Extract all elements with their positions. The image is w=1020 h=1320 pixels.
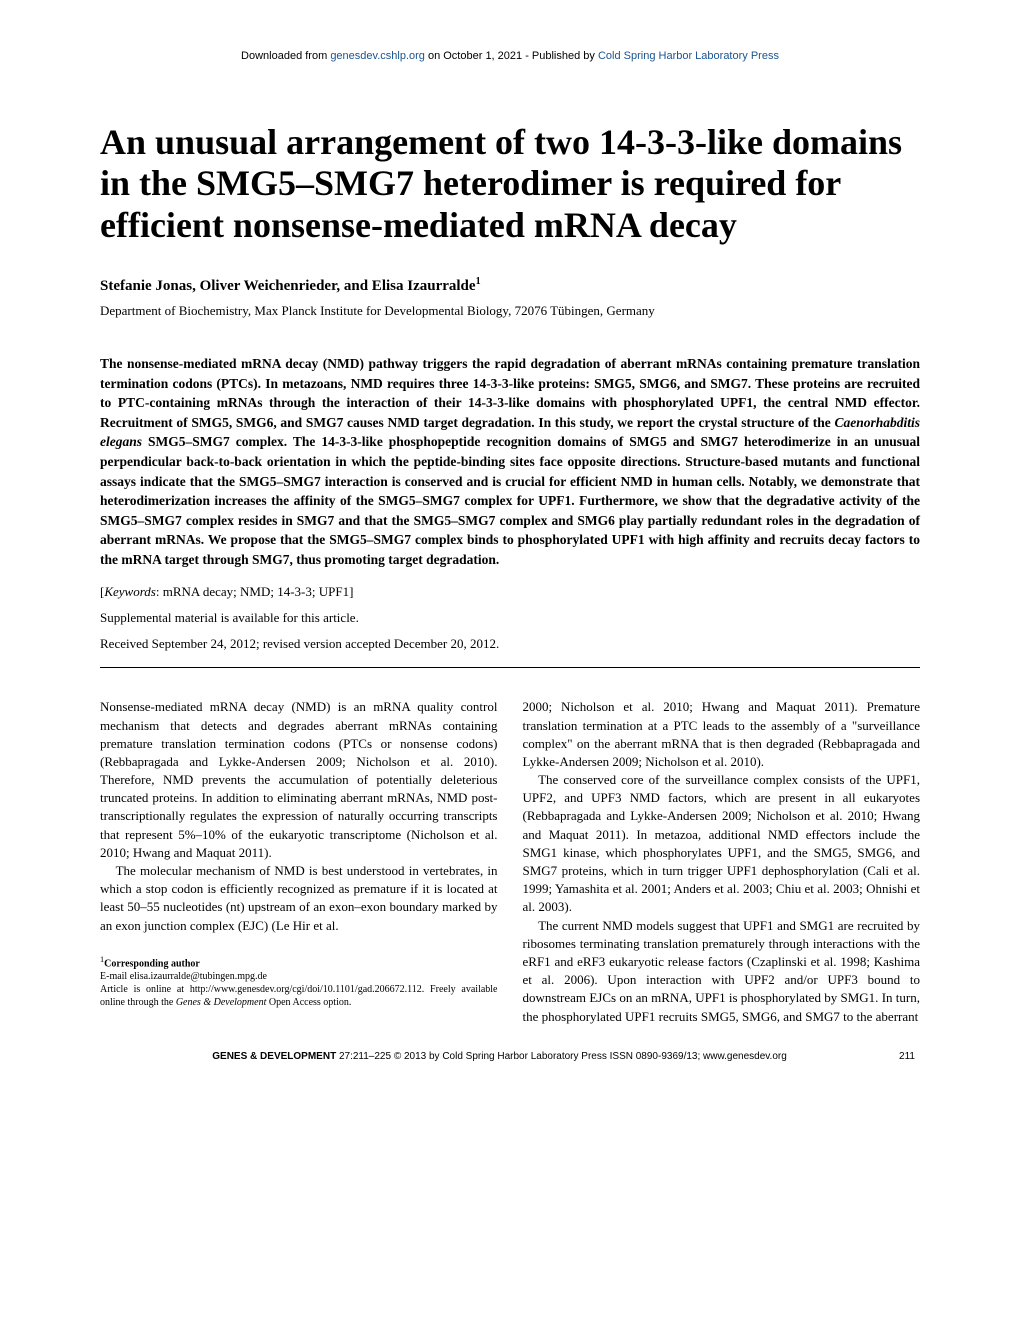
authors-list: Stefanie Jonas, Oliver Weichenrieder, an… [100, 278, 476, 294]
download-banner: Downloaded from genesdev.cshlp.org on Oc… [100, 50, 920, 62]
open-access: Open Access option. [266, 997, 351, 1008]
body-p1: Nonsense-mediated mRNA decay (NMD) is an… [100, 698, 498, 862]
banner-site-link[interactable]: genesdev.cshlp.org [330, 50, 425, 62]
keywords-label: Keywords [104, 584, 156, 599]
body-p2: The molecular mechanism of NMD is best u… [100, 862, 498, 935]
keywords: [Keywords: mRNA decay; NMD; 14-3-3; UPF1… [100, 584, 920, 600]
received-date: Received September 24, 2012; revised ver… [100, 636, 920, 652]
journal-name: Genes & Development [176, 997, 267, 1008]
article-title: An unusual arrangement of two 14-3-3-lik… [100, 122, 920, 246]
column-left: Nonsense-mediated mRNA decay (NMD) is an… [100, 698, 498, 1025]
footer: GENES & DEVELOPMENT 27:211–225 © 2013 by… [100, 1051, 920, 1062]
affiliation: Department of Biochemistry, Max Planck I… [100, 303, 920, 319]
divider [100, 667, 920, 668]
email-address: elisa.izaurralde@tubingen.mpg.de [130, 971, 267, 982]
corresponding-author: Corresponding author [104, 958, 200, 969]
supplemental-note: Supplemental material is available for t… [100, 610, 920, 626]
body-p5: The current NMD models suggest that UPF1… [523, 917, 921, 1026]
body-columns: Nonsense-mediated mRNA decay (NMD) is an… [100, 698, 920, 1025]
banner-publisher-link[interactable]: Cold Spring Harbor Laboratory Press [598, 50, 779, 62]
body-p4: The conserved core of the surveillance c… [523, 771, 921, 917]
page-number: 211 [899, 1051, 915, 1062]
body-p3: 2000; Nicholson et al. 2010; Hwang and M… [523, 698, 921, 771]
keywords-text: : mRNA decay; NMD; 14-3-3; UPF1] [156, 584, 354, 599]
banner-prefix: Downloaded from [241, 50, 330, 62]
banner-date: on October 1, 2021 - Published by [425, 50, 598, 62]
abstract-text: The nonsense-mediated mRNA decay (NMD) p… [100, 356, 920, 567]
email-label: E-mail [100, 971, 130, 982]
column-right: 2000; Nicholson et al. 2010; Hwang and M… [523, 698, 921, 1025]
authors: Stefanie Jonas, Oliver Weichenrieder, an… [100, 276, 920, 295]
footnotes: 1Corresponding author E-mail elisa.izaur… [100, 955, 498, 1009]
authors-sup: 1 [476, 276, 481, 287]
footer-citation: 27:211–225 © 2013 by Cold Spring Harbor … [336, 1051, 787, 1062]
footer-journal: GENES & DEVELOPMENT [212, 1051, 336, 1062]
abstract: The nonsense-mediated mRNA decay (NMD) p… [100, 354, 920, 569]
